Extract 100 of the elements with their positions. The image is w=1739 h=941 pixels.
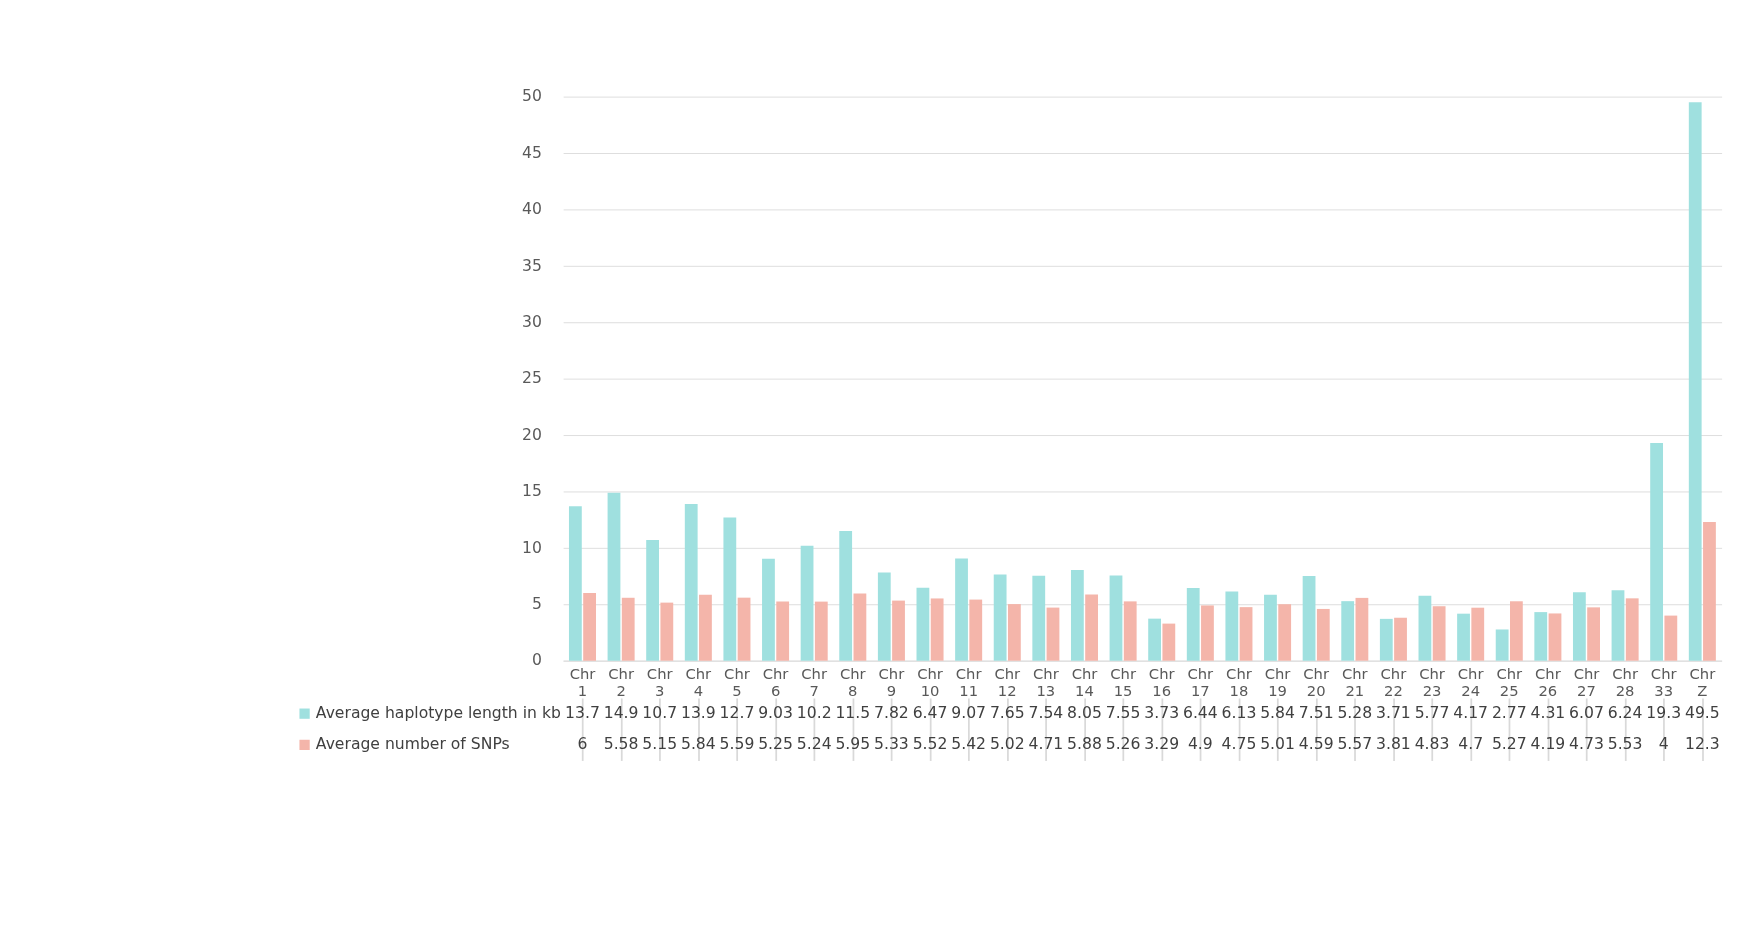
legend-label: Average number of SNPs (315, 735, 510, 754)
data-label: 10.2 (796, 703, 832, 722)
bar (969, 599, 983, 661)
data-label: 5.53 (1607, 735, 1643, 754)
bar (1587, 607, 1601, 661)
bar (877, 572, 891, 661)
bar (1239, 607, 1253, 661)
bar (1418, 595, 1432, 661)
data-label: 6.47 (912, 703, 948, 722)
data-label: 6.13 (1221, 703, 1257, 722)
data-label: 5.77 (1414, 703, 1450, 722)
data-label: 5.95 (835, 735, 871, 754)
data-label: 13.9 (680, 703, 716, 722)
data-label: 3.73 (1144, 703, 1180, 722)
bar (1109, 575, 1123, 661)
bar (1278, 604, 1292, 661)
data-label: 5.26 (1105, 735, 1141, 754)
bar (699, 594, 712, 661)
bar (607, 492, 621, 661)
bar (1264, 594, 1277, 661)
y-tick-label: 0 (531, 651, 542, 670)
bar (1394, 617, 1407, 661)
data-label: 5.25 (758, 735, 793, 754)
data-label: 3.29 (1144, 735, 1180, 754)
data-label: 3.81 (1376, 735, 1411, 754)
x-tick-label: Chr 22 (1380, 665, 1408, 699)
data-label: 5.01 (1260, 735, 1295, 754)
data-label: 4.31 (1530, 703, 1566, 722)
data-label: 5.59 (719, 735, 755, 754)
data-label: 4.9 (1187, 735, 1213, 754)
bar (1534, 612, 1548, 661)
bar (1548, 613, 1562, 661)
bar (1162, 623, 1176, 661)
x-tick-label: Chr 16 (1148, 665, 1176, 699)
data-label: 6.44 (1182, 703, 1218, 722)
bar (621, 597, 635, 661)
data-label: 14.9 (603, 703, 639, 722)
x-tick-label: Chr 19 (1264, 665, 1292, 699)
data-label: 5.24 (796, 735, 832, 754)
data-label: 12.3 (1684, 735, 1720, 754)
bar (737, 597, 751, 661)
data-label: 9.03 (758, 703, 793, 722)
bar (1495, 629, 1509, 661)
bar (1611, 590, 1625, 661)
data-label: 5.84 (680, 735, 716, 754)
bar (916, 587, 930, 661)
bar (930, 598, 944, 661)
y-tick-label: 25 (522, 369, 542, 388)
y-tick-label: 30 (522, 313, 542, 332)
x-tick-label: Chr 8 (839, 665, 867, 699)
y-tick-label: 5 (531, 595, 542, 614)
bar (1070, 569, 1084, 661)
bar (1572, 592, 1586, 661)
bar (1509, 601, 1523, 661)
data-label: 9.07 (951, 703, 987, 722)
data-label: 4.73 (1569, 735, 1604, 754)
x-tick-label: Chr 6 (762, 665, 790, 699)
x-tick-label: Chr 26 (1535, 665, 1562, 699)
bar (853, 593, 867, 661)
bar (1457, 613, 1470, 661)
x-tick-label: Chr 5 (724, 665, 751, 699)
bar (1302, 576, 1316, 661)
y-tick-label: 15 (522, 482, 542, 501)
data-label: 2.77 (1491, 703, 1527, 722)
data-label: 7.82 (874, 703, 909, 722)
bar (646, 540, 660, 661)
bar (1650, 443, 1664, 661)
y-tick-label: 40 (522, 200, 542, 219)
y-tick-label: 35 (522, 256, 542, 275)
data-label: 6.24 (1607, 703, 1643, 722)
bar (892, 600, 905, 661)
bar (1432, 606, 1446, 661)
x-tick-label: Chr 4 (685, 665, 713, 699)
x-tick-label: Chr Z (1689, 665, 1717, 699)
bar (1123, 601, 1137, 661)
data-label: 4.59 (1298, 735, 1334, 754)
x-tick-label: Chr 27 (1573, 665, 1601, 699)
bar (1046, 607, 1060, 661)
bar (776, 601, 790, 661)
x-tick-label: Chr 3 (646, 665, 674, 699)
bar (839, 530, 853, 661)
data-label: 6 (577, 735, 588, 754)
data-label: 5.52 (912, 735, 948, 754)
data-label: 5.88 (1067, 735, 1102, 754)
x-tick-label: Chr 1 (569, 665, 597, 699)
data-label: 13.7 (565, 703, 600, 722)
x-tick-label: Chr 23 (1419, 665, 1446, 699)
bar (1355, 597, 1369, 661)
x-tick-label: Chr 24 (1457, 665, 1485, 699)
x-tick-label: Chr 11 (955, 665, 983, 699)
data-label: 10.7 (642, 703, 678, 722)
data-label: 19.3 (1646, 703, 1682, 722)
bar (1186, 588, 1200, 661)
bar (955, 558, 968, 661)
x-tick-label: Chr 33 (1650, 665, 1678, 699)
x-tick-label: Chr 2 (608, 665, 635, 699)
bar (723, 517, 737, 661)
data-label: 4.71 (1028, 735, 1064, 754)
data-label: 4.17 (1453, 703, 1489, 722)
data-label: 3.71 (1376, 703, 1411, 722)
